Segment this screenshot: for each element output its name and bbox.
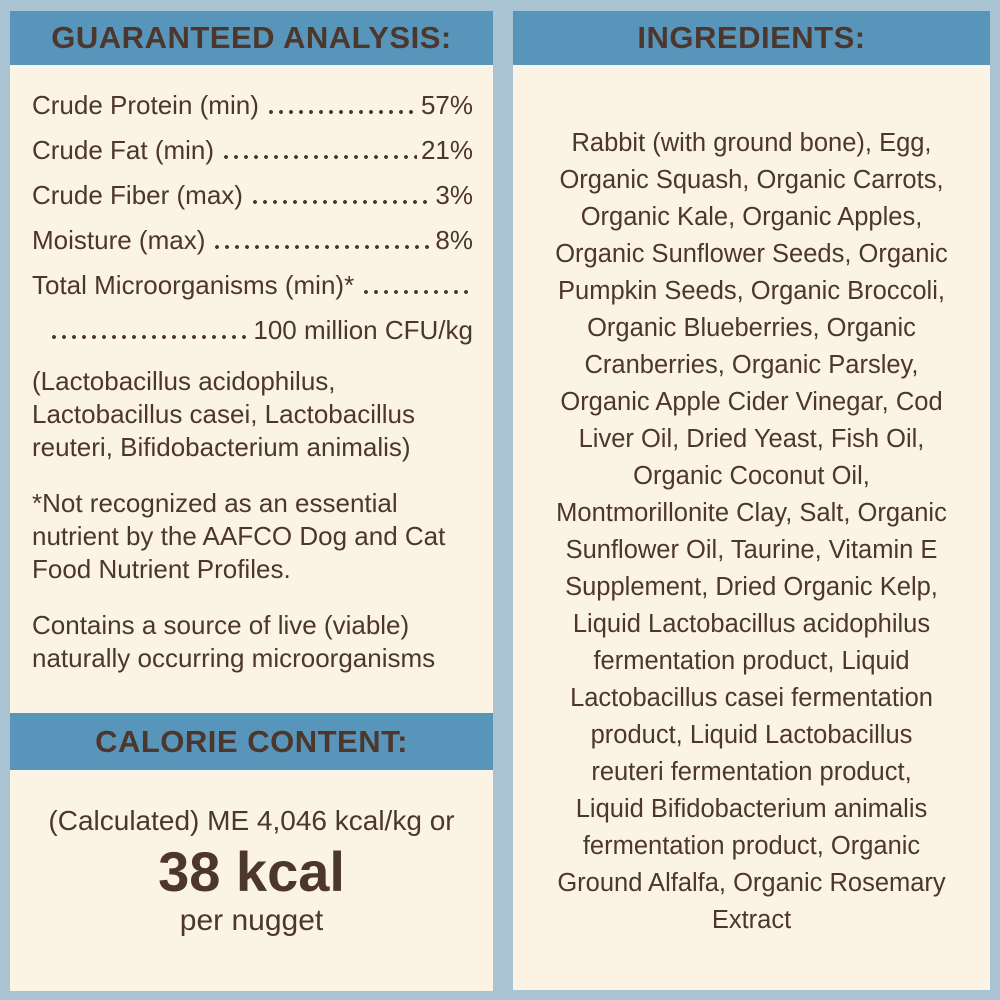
ingredients-title: INGREDIENTS: bbox=[637, 20, 866, 55]
calorie-content-header: CALORIE CONTENT: bbox=[10, 713, 493, 770]
analysis-row-label: Moisture (max) bbox=[32, 225, 206, 255]
ingredients-header: INGREDIENTS: bbox=[513, 11, 990, 65]
dot-leader bbox=[249, 199, 432, 205]
dot-leader bbox=[212, 244, 432, 250]
analysis-row-value: 57% bbox=[420, 90, 473, 120]
ingredients-panel: Rabbit (with ground bone), Egg, Organic … bbox=[513, 65, 990, 990]
calorie-calculated-line: (Calculated) ME 4,046 kcal/kg or bbox=[48, 805, 455, 836]
calorie-content-panel: (Calculated) ME 4,046 kcal/kg or 38 kcal… bbox=[10, 770, 493, 991]
analysis-row-label: Crude Protein (min) bbox=[32, 90, 259, 120]
analysis-row-protein: Crude Protein (min) 57% bbox=[32, 91, 473, 120]
viable-microorganisms-note: Contains a source of live (viable) natur… bbox=[32, 610, 436, 673]
analysis-row-microorganisms: Total Microorganisms (min)* bbox=[32, 271, 473, 300]
dot-leader bbox=[221, 154, 417, 160]
calorie-value: 38 kcal bbox=[158, 840, 345, 903]
guaranteed-analysis-title: GUARANTEED ANALYSIS: bbox=[51, 20, 452, 55]
ingredients-text: Rabbit (with ground bone), Egg, Organic … bbox=[555, 129, 948, 934]
ingredients-column: INGREDIENTS: Rabbit (with ground bone), … bbox=[513, 11, 990, 990]
dot-leader bbox=[361, 289, 469, 295]
calorie-content-title: CALORIE CONTENT: bbox=[95, 723, 408, 759]
analysis-row-label: Total Microorganisms (min)* bbox=[32, 270, 355, 300]
analysis-row-moisture: Moisture (max) 8% bbox=[32, 226, 473, 255]
aafco-note: *Not recognized as an essential nutrient… bbox=[32, 488, 446, 584]
analysis-row-fiber: Crude Fiber (max) 3% bbox=[32, 181, 473, 210]
analysis-row-value: 8% bbox=[435, 225, 473, 255]
analysis-row-value: 3% bbox=[435, 180, 473, 210]
analysis-row-microorganisms-value: 100 million CFU/kg bbox=[32, 316, 473, 345]
dot-leader bbox=[49, 334, 250, 340]
species-note: (Lactobacillus acidophilus, Lactobacillu… bbox=[32, 366, 415, 462]
analysis-row-value: 21% bbox=[420, 135, 473, 165]
guaranteed-analysis-column: GUARANTEED ANALYSIS: Crude Protein (min)… bbox=[10, 11, 493, 991]
analysis-row-fat: Crude Fat (min) 21% bbox=[32, 136, 473, 165]
calorie-per-unit: per nugget bbox=[179, 904, 324, 937]
dot-leader bbox=[265, 109, 417, 115]
analysis-row-label: Crude Fiber (max) bbox=[32, 180, 243, 210]
analysis-row-label: Crude Fat (min) bbox=[32, 135, 215, 165]
analysis-row-value: 100 million CFU/kg bbox=[253, 315, 473, 345]
guaranteed-analysis-header: GUARANTEED ANALYSIS: bbox=[10, 11, 493, 65]
guaranteed-analysis-panel: Crude Protein (min) 57% Crude Fat (min) … bbox=[10, 65, 493, 713]
